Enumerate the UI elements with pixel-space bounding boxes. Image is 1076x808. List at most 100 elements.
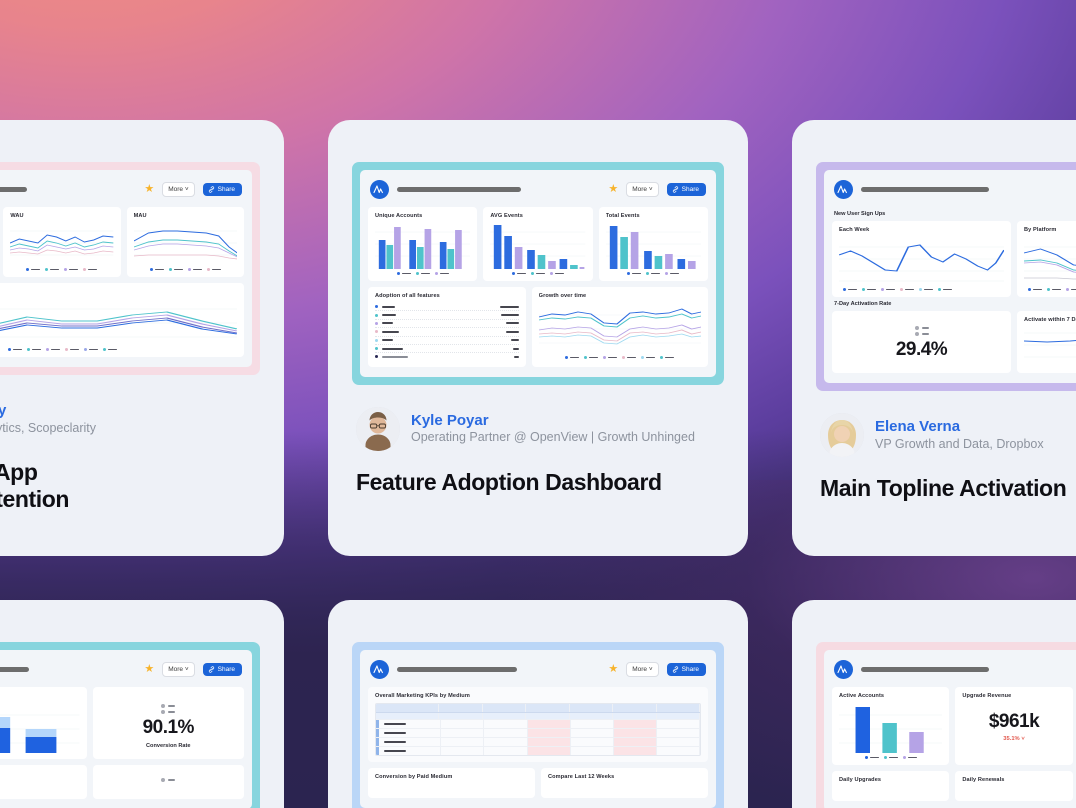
tile-unique-accounts[interactable]: Unique Accounts [368, 207, 478, 281]
table-header-cell [376, 704, 440, 712]
tile-social[interactable]: n - Social [0, 765, 87, 799]
legend-item [415, 272, 430, 275]
list-item[interactable] [375, 320, 519, 329]
card-title-line1: ubscription App [0, 459, 38, 485]
table-cell [379, 738, 442, 746]
tile-each-week[interactable]: Each Week [832, 221, 1011, 297]
chart-legend [0, 348, 237, 351]
table-row[interactable] [376, 719, 700, 728]
legend-item [102, 348, 117, 351]
line-chart [10, 223, 114, 265]
favorite-star-icon[interactable]: ★ [608, 183, 619, 195]
share-button[interactable]: Share [202, 183, 242, 196]
tile-overall-marketing-kpis[interactable]: Overall Marketing KPIs by Medium [368, 687, 708, 762]
tile-by-month[interactable]: nth [0, 283, 244, 357]
table-header-cell [570, 704, 614, 712]
legend-item [187, 268, 202, 271]
more-button[interactable]: More ˅ [162, 662, 195, 677]
kpi-caption: Conversion Rate [146, 743, 191, 749]
list-item[interactable] [375, 337, 519, 345]
tile-daily-renewals[interactable]: Daily Renewals [955, 771, 1073, 801]
share-label: Share [217, 186, 235, 193]
dashboard-window: ★ More ˅ Share [0, 170, 252, 367]
table-cell [484, 720, 528, 728]
tile-title: Conversion by Paid Medium [375, 774, 453, 780]
table-cell [379, 729, 442, 737]
tile-mau[interactable]: MAU [126, 207, 244, 277]
tile-social-kpi[interactable] [92, 765, 244, 799]
tile-activate-within-7-days[interactable]: Activate within 7 Days [1017, 311, 1076, 373]
tile-conversion-by-paid-medium[interactable]: Conversion by Paid Medium [368, 768, 535, 798]
tile-row-1: Each Week [832, 221, 1076, 297]
card-conversion-acquisition[interactable]: ★ More ˅ Share n - Acquisition [0, 600, 284, 808]
legend-item [530, 272, 545, 275]
tile-avg-events[interactable]: AVG Events [483, 207, 593, 281]
list-item[interactable] [375, 328, 519, 337]
line-chart [133, 223, 237, 265]
more-button[interactable]: More ˅ [162, 182, 195, 197]
dashboard-window: ★ More ˅ Share n - Acquisition [0, 650, 252, 808]
tile-compare-last-12-weeks[interactable]: Compare Last 12 Weeks [541, 768, 708, 798]
card-feature-adoption[interactable]: ★ More ˅ Share Unique Accounts [328, 120, 748, 556]
table-cell [571, 729, 614, 737]
tile-total-events[interactable]: Total Events [598, 207, 708, 281]
table-row[interactable] [376, 746, 700, 755]
table-cell [484, 738, 528, 746]
table-subheader-cell [657, 713, 700, 719]
favorite-star-icon[interactable]: ★ [144, 663, 155, 675]
card-upgrade-revenue[interactable]: ★ More ˅ Share Active Accounts [792, 600, 1076, 808]
line-chart [0, 299, 237, 345]
table-cell [527, 738, 571, 746]
tile-daily-upgrades[interactable]: Daily Upgrades [832, 771, 950, 801]
legend-item [565, 356, 580, 359]
dashboard-window: ★ More ˅ Share Active Accounts [824, 650, 1076, 808]
share-button[interactable]: Share [666, 183, 706, 196]
section-header-new-user-sign-ups: New User Sign Ups [834, 211, 886, 217]
share-label: Share [217, 666, 235, 673]
legend-item [83, 268, 98, 271]
chart-legend [1024, 288, 1076, 291]
table-row[interactable] [376, 737, 700, 746]
card-subscription-app[interactable]: ★ More ˅ Share [0, 120, 284, 556]
tile-title: Adoption of all features [375, 293, 440, 299]
table-subheader-cell [439, 713, 483, 719]
table-cell [441, 738, 485, 746]
list-item[interactable] [375, 303, 519, 312]
tile-growth-over-time[interactable]: Growth over time [531, 287, 708, 367]
list-item[interactable] [375, 345, 519, 354]
more-button[interactable]: More ˅ [626, 662, 659, 677]
tile-adoption-of-all-features[interactable]: Adoption of all features [368, 287, 526, 367]
chart-legend [606, 272, 701, 275]
kpi-table[interactable] [375, 703, 701, 756]
table-cell [613, 729, 657, 737]
table-cell [613, 738, 657, 746]
bar-chart [0, 703, 80, 753]
tile-title: Compare Last 12 Weeks [548, 774, 615, 780]
card-marketing-kpis[interactable]: ★ More ˅ Share Overall Marketing KPIs by… [328, 600, 748, 808]
table-row[interactable] [376, 728, 700, 737]
favorite-star-icon[interactable]: ★ [144, 183, 155, 195]
tile-upgrade-revenue[interactable]: Upgrade Revenue $961k 35.1% ˅ [955, 687, 1073, 765]
avatar [356, 406, 400, 451]
tile-wau[interactable]: WAU [3, 207, 121, 277]
share-button[interactable]: Share [666, 663, 706, 676]
tile-activation-rate-kpi[interactable]: 29.4% [832, 311, 1011, 373]
tile-acquisition[interactable]: n - Acquisition [0, 687, 87, 759]
tile-conversion-rate-kpi[interactable]: 90.1% Conversion Rate [92, 687, 244, 759]
list-item[interactable] [375, 353, 519, 360]
legend-item [7, 348, 22, 351]
line-chart [1024, 327, 1076, 361]
kpi-legend-row [161, 704, 176, 708]
more-button[interactable]: More ˅ [626, 182, 659, 197]
dashboard-frame: ★ More ˅ Share Unique Accounts [352, 162, 724, 385]
table-subheader-cell [526, 713, 570, 719]
list-item[interactable] [375, 311, 519, 320]
dashboard-frame: ★ More ˅ Share [0, 162, 260, 375]
chart-legend [839, 288, 1004, 291]
tile-active-accounts[interactable]: Active Accounts [832, 687, 950, 765]
share-button[interactable]: Share [202, 663, 242, 676]
favorite-star-icon[interactable]: ★ [608, 663, 619, 675]
card-main-topline-activation[interactable]: ★ More ˅ Share New User Sign Ups Each We… [792, 120, 1076, 556]
tile-by-platform[interactable]: By Platform [1017, 221, 1076, 297]
kpi-legend [100, 704, 238, 714]
